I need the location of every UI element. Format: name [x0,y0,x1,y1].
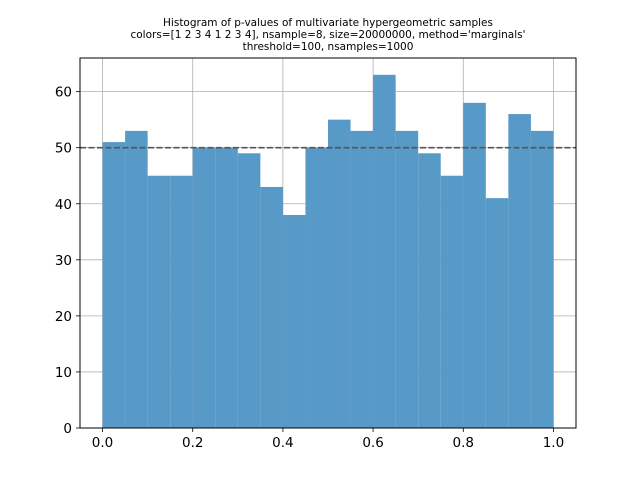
histogram-bar [215,147,238,429]
histogram-bar [350,130,374,428]
plot-area: 0.0 0.2 0.4 0.6 0.8 1.0 0 10 20 30 40 50 60 [55,57,577,451]
chart-title: Histogram of p-values of multivariate hy… [130,17,525,53]
x-tick-label: 0.6 [362,435,383,451]
histogram-bar [485,198,509,428]
y-tick-label: 20 [55,309,72,325]
x-tick-label: 0.4 [272,435,293,451]
chart-title-line-3: threshold=100, nsamples=1000 [243,41,414,53]
y-tick-label: 50 [55,141,72,157]
histogram-bar [395,130,419,428]
bars [102,74,554,429]
histogram-bar [237,153,261,428]
y-tick-label: 40 [55,197,72,213]
histogram-bar [440,175,464,428]
x-tick-label: 0.0 [92,435,113,451]
chart-title-line-1: Histogram of p-values of multivariate hy… [163,17,493,29]
histogram-bar [170,175,193,428]
chart-title-line-2: colors=[1 2 3 4 1 2 3 4], nsample=8, siz… [130,29,525,41]
histogram-bar [192,147,216,429]
histogram-bar [530,130,554,428]
y-tick-label: 10 [55,365,72,381]
histogram-bar [463,102,486,429]
histogram-bar [147,175,171,428]
histogram-bar [373,74,396,429]
histogram-bar [418,153,441,428]
y-tick-label: 60 [55,85,72,101]
histogram-bar [305,147,328,429]
histogram-bar [282,214,306,428]
histogram-bar [508,114,531,428]
x-tick-label: 1.0 [543,435,564,451]
x-tick-label: 0.8 [453,435,474,451]
x-axis: 0.0 0.2 0.4 0.6 0.8 1.0 [92,428,564,451]
y-tick-label: 0 [63,421,72,437]
y-tick-label: 30 [55,253,72,269]
y-axis: 0 10 20 30 40 50 60 [55,85,80,437]
x-tick-label: 0.2 [182,435,203,451]
histogram-bar [102,142,126,428]
histogram-bar [328,119,351,429]
axes-frame [79,57,577,429]
histogram-bar [260,186,283,428]
histogram-bar [125,130,148,428]
